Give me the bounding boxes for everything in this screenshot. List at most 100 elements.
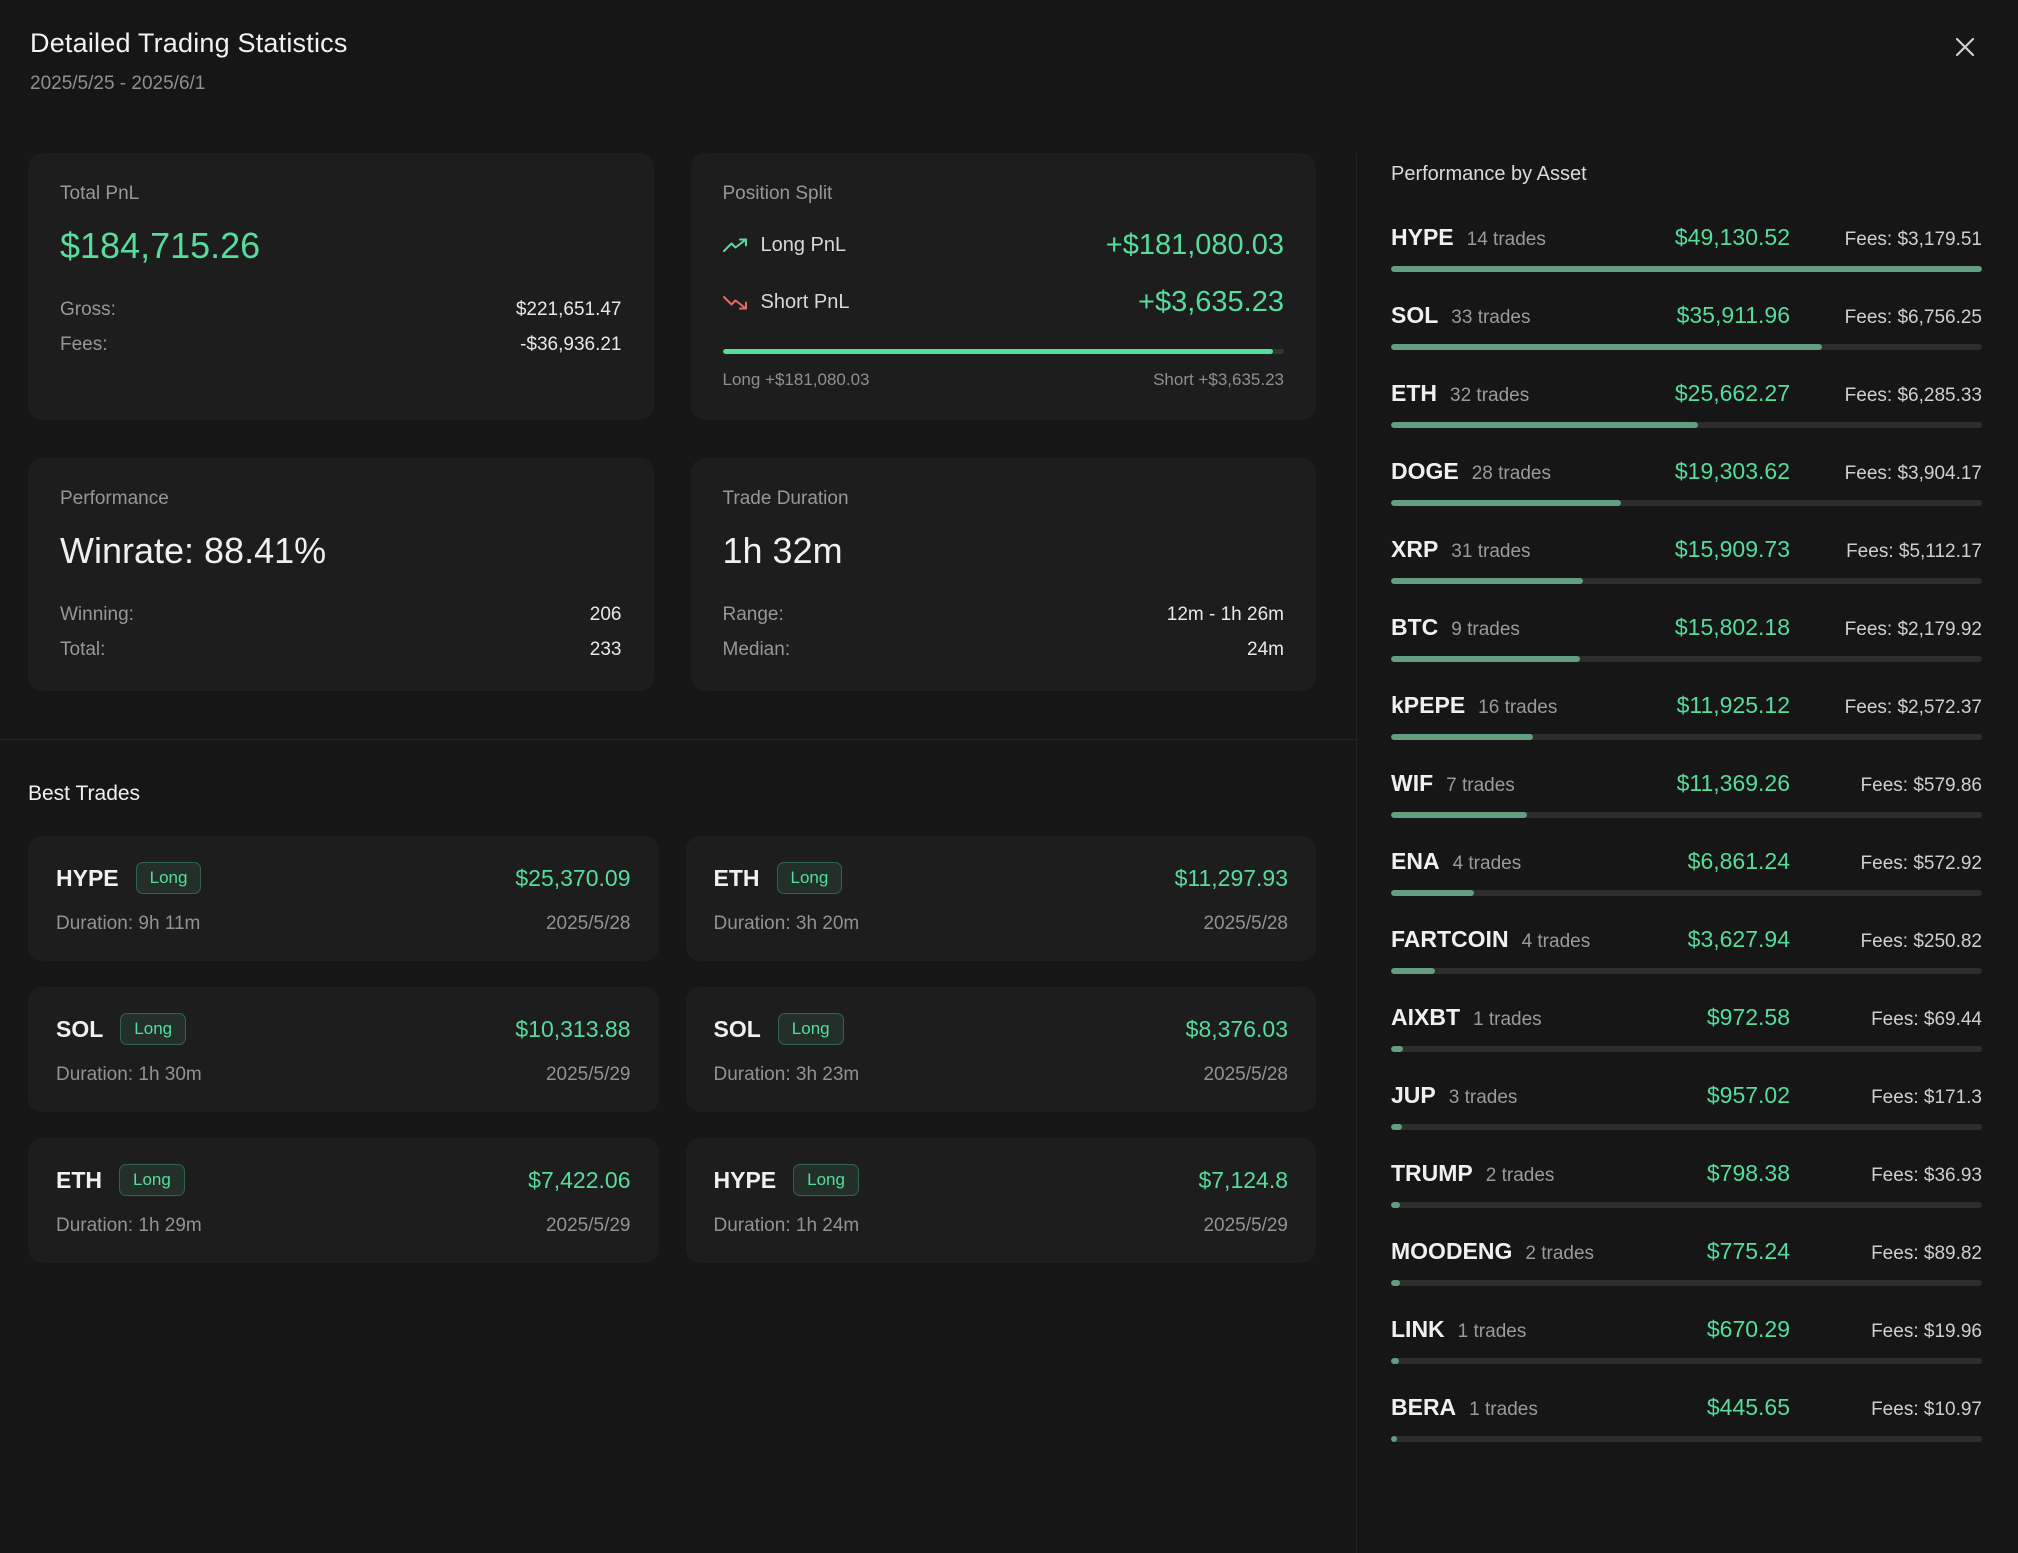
asset-trade-count: 28 trades — [1471, 463, 1551, 484]
range-value: 12m - 1h 26m — [1166, 604, 1284, 625]
trade-date: 2025/5/29 — [1203, 1215, 1288, 1236]
asset-trade-count: 1 trades — [1473, 1009, 1542, 1030]
asset-row-top: LINK 1 trades $670.29 Fees: $19.96 — [1391, 1316, 1982, 1343]
asset-name: HYPE — [1391, 224, 1454, 250]
asset-fees: Fees: $5,112.17 — [1846, 541, 1982, 562]
trade-card-bottom: Duration: 3h 20m 2025/5/28 — [714, 913, 1289, 935]
short-pnl-value: +$3,635.23 — [1138, 286, 1284, 318]
asset-pnl: $11,369.26 — [1676, 770, 1790, 796]
trend-down-icon — [722, 294, 748, 311]
total-row: Total: 233 — [60, 639, 622, 661]
trade-duration-details: Range: 12m - 1h 26m Median: 24m — [723, 604, 1285, 661]
footer-long: Long +$181,080.03 — [722, 370, 870, 389]
asset-bar — [1391, 266, 1982, 272]
asset-pnl: $49,130.52 — [1674, 224, 1790, 250]
trade-duration: Duration: 1h 29m — [56, 1215, 202, 1236]
asset-fees: Fees: $6,285.33 — [1844, 385, 1982, 406]
trade-pnl: $8,376.03 — [1185, 1015, 1288, 1042]
median-label: Median: — [722, 639, 791, 660]
close-button[interactable] — [1946, 28, 1984, 66]
asset-trade-count: 14 trades — [1466, 229, 1546, 250]
asset-bar-fill — [1391, 500, 1622, 506]
asset-trade-count: 9 trades — [1451, 619, 1520, 640]
asset-row-top: JUP 3 trades $957.02 Fees: $171.3 — [1391, 1082, 1982, 1109]
trade-card-top: ETH Long $7,422.06 — [56, 1164, 631, 1196]
best-trades-section: Best Trades HYPE Long $25,370.09 Duratio… — [0, 740, 1356, 1263]
trade-duration: Duration: 3h 23m — [713, 1064, 860, 1085]
trade-card: SOL Long $8,376.03 Duration: 3h 23m 2025… — [685, 987, 1316, 1112]
long-pnl-value: +$181,080.03 — [1105, 229, 1284, 261]
asset-pnl: $798.38 — [1706, 1160, 1790, 1186]
asset-row: BTC 9 trades $15,802.18 Fees: $2,179.92 — [1391, 614, 1982, 662]
asset-pnl: $15,802.18 — [1674, 614, 1790, 640]
asset-fees: Fees: $6,756.25 — [1844, 307, 1982, 328]
asset-row: TRUMP 2 trades $798.38 Fees: $36.93 — [1391, 1160, 1982, 1208]
asset-row-top: BTC 9 trades $15,802.18 Fees: $2,179.92 — [1391, 614, 1982, 641]
asset-fees: Fees: $3,179.51 — [1844, 229, 1982, 250]
trade-card-top: SOL Long $8,376.03 — [714, 1013, 1288, 1045]
asset-bar — [1391, 1280, 1982, 1286]
asset-row: MOODENG 2 trades $775.24 Fees: $89.82 — [1391, 1238, 1982, 1286]
range-label: Range: — [722, 604, 784, 625]
trade-duration: Duration: 9h 11m — [56, 913, 201, 934]
asset-pnl: $11,925.12 — [1676, 692, 1790, 718]
asset-pnl: $15,909.73 — [1674, 536, 1790, 562]
asset-bar — [1391, 500, 1982, 506]
gross-row: Gross: $221,651.47 — [60, 299, 622, 321]
asset-pnl: $972.58 — [1706, 1004, 1790, 1030]
asset-bar-fill — [1391, 578, 1584, 584]
trade-side-badge: Long — [793, 1164, 859, 1196]
asset-row: HYPE 14 trades $49,130.52 Fees: $3,179.5… — [1391, 224, 1982, 272]
asset-trade-count: 3 trades — [1448, 1087, 1518, 1108]
asset-bar — [1391, 734, 1982, 740]
asset-bar — [1391, 890, 1982, 896]
trade-side-badge: Long — [120, 1013, 187, 1045]
trade-card: ETH Long $7,422.06 Duration: 1h 29m 2025… — [28, 1138, 659, 1263]
winning-value: 206 — [589, 604, 622, 625]
fees-value: -$36,936.21 — [520, 334, 622, 355]
asset-name: TRUMP — [1391, 1160, 1473, 1186]
total-pnl-value: $184,715.26 — [60, 225, 261, 266]
trade-duration-value: 1h 32m — [722, 530, 843, 571]
asset-row-top: MOODENG 2 trades $775.24 Fees: $89.82 — [1391, 1238, 1982, 1265]
asset-bar-fill — [1391, 734, 1533, 740]
asset-pnl: $25,662.27 — [1674, 380, 1790, 406]
stat-cards-grid: Total PnL $184,715.26 Gross: $221,651.47… — [0, 153, 1356, 691]
asset-fees: Fees: $2,179.92 — [1844, 619, 1982, 640]
asset-bar-fill — [1391, 812, 1527, 818]
asset-bar-fill — [1391, 266, 1982, 272]
asset-bar — [1391, 1358, 1982, 1364]
fees-label: Fees: — [60, 334, 108, 355]
asset-bar-fill — [1391, 1202, 1401, 1208]
trade-pnl: $11,297.93 — [1174, 864, 1288, 891]
winrate-value: Winrate: 88.41% — [60, 530, 327, 571]
asset-name: FARTCOIN — [1391, 926, 1509, 952]
total-pnl-details: Gross: $221,651.47 Fees: -$36,936.21 — [60, 299, 622, 356]
performance-label: Performance — [60, 488, 169, 509]
fees-row: Fees: -$36,936.21 — [60, 334, 622, 356]
asset-fees: Fees: $10.97 — [1871, 1399, 1982, 1420]
asset-name: LINK — [1391, 1316, 1445, 1342]
trade-asset: SOL — [56, 1015, 104, 1042]
performance-by-asset-panel: Performance by Asset HYPE 14 trades $49,… — [1356, 153, 2018, 1553]
trade-side-badge: Long — [777, 1013, 844, 1045]
trade-asset: ETH — [56, 1166, 102, 1193]
short-pnl-row: Short PnL +$3,635.23 — [722, 286, 1284, 319]
trade-card-bottom: Duration: 3h 23m 2025/5/28 — [714, 1064, 1289, 1086]
performance-card: Performance Winrate: 88.41% Winning: 206… — [28, 458, 654, 691]
asset-list: HYPE 14 trades $49,130.52 Fees: $3,179.5… — [1391, 224, 1982, 1442]
asset-bar-fill — [1391, 344, 1823, 350]
asset-bar-fill — [1391, 968, 1435, 974]
asset-fees: Fees: $250.82 — [1860, 931, 1982, 952]
trend-up-icon — [722, 237, 748, 254]
median-value: 24m — [1247, 639, 1284, 660]
asset-bar — [1391, 656, 1982, 662]
best-trades-grid: HYPE Long $25,370.09 Duration: 9h 11m 20… — [28, 836, 1316, 1263]
asset-row-top: TRUMP 2 trades $798.38 Fees: $36.93 — [1391, 1160, 1982, 1187]
trade-date: 2025/5/29 — [545, 1215, 631, 1236]
range-row: Range: 12m - 1h 26m — [723, 604, 1285, 626]
position-split-footer: Long +$181,080.03 Short +$3,635.23 — [723, 370, 1285, 390]
page-title: Detailed Trading Statistics — [30, 28, 348, 58]
position-split-card: Position Split Long PnL +$181,080.03 — [690, 153, 1316, 420]
